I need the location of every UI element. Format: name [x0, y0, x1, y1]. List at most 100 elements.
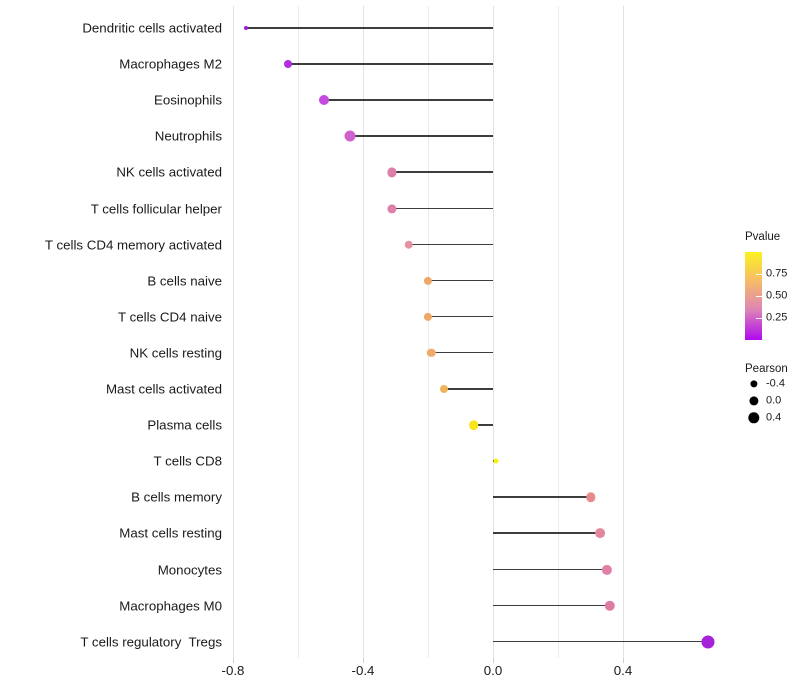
data-point[interactable] — [423, 276, 433, 285]
lollipop-row — [233, 49, 725, 79]
gridline — [558, 6, 559, 658]
x-axis-tick-label: -0.8 — [221, 663, 245, 678]
lollipop-row — [233, 302, 725, 332]
size-legend-entry: -0.4 — [745, 375, 800, 392]
x-axis-tick-label: -0.4 — [351, 663, 375, 678]
y-axis-tick-label: Plasma cells — [147, 417, 222, 433]
y-axis-tick-label: Mast cells resting — [119, 525, 222, 541]
y-axis-tick-label: NK cells activated — [116, 164, 222, 180]
stem-line — [288, 63, 494, 65]
pearson-legend-title: Pearson — [745, 362, 788, 375]
lollipop-row — [233, 85, 725, 115]
data-point[interactable] — [701, 635, 714, 649]
stem-line — [493, 532, 601, 534]
y-axis-tick-label: Dendritic cells activated — [82, 20, 222, 36]
size-legend-label: -0.4 — [766, 377, 785, 389]
pearson-size-legend: Pearson -0.4 0.0 0.4 — [745, 362, 800, 427]
gridline — [493, 6, 494, 658]
legend-area: Pvalue 0.75 0.50 0.25 Pearson -0.4 0.0 0.4 — [745, 231, 800, 427]
x-axis-tick-label: 0.4 — [613, 663, 633, 678]
size-legend-dot — [748, 411, 760, 424]
size-legend-entry: 0.0 — [745, 392, 800, 409]
lollipop-row — [233, 157, 725, 187]
gridline — [428, 6, 429, 658]
data-point[interactable] — [319, 95, 329, 106]
data-point[interactable] — [423, 312, 433, 321]
pvalue-colorbar: 0.75 0.50 0.25 — [745, 251, 787, 340]
plot-panel — [233, 6, 725, 658]
x-axis-tick-mark — [493, 658, 494, 663]
colorbar-tick-label: 0.50 — [766, 289, 788, 301]
data-point[interactable] — [284, 60, 293, 69]
data-point[interactable] — [387, 203, 397, 214]
y-axis-tick-label: Monocytes — [157, 561, 222, 577]
data-point[interactable] — [493, 458, 499, 464]
data-point[interactable] — [595, 528, 606, 539]
x-axis: -0.8 -0.4 0.0 0.4 — [222, 658, 725, 688]
data-point[interactable] — [440, 385, 449, 393]
size-legend-dot — [750, 379, 758, 388]
data-point[interactable] — [344, 130, 356, 142]
pvalue-legend-title: Pvalue — [745, 231, 781, 243]
data-point[interactable] — [244, 26, 248, 30]
gridline — [363, 6, 364, 658]
y-axis-tick-label: T cells CD4 naive — [118, 309, 222, 325]
stem-line — [428, 279, 493, 282]
y-axis-tick-label: Neutrophils — [154, 128, 222, 144]
y-axis-tick-label: T cells follicular helper — [90, 200, 222, 216]
size-legend-label: 0.4 — [766, 411, 782, 423]
x-axis-tick-mark — [233, 658, 234, 663]
colorbar-tick-label: 0.25 — [766, 311, 788, 323]
y-axis-tick-label: NK cells resting — [129, 345, 222, 361]
lollipop-row — [233, 230, 725, 260]
stem-line — [444, 388, 494, 390]
lollipop-row — [233, 121, 725, 151]
y-axis-tick-label: T cells CD8 — [153, 453, 222, 469]
size-legend-entry: 0.4 — [745, 409, 800, 426]
gridline — [233, 6, 234, 658]
y-axis-tick-label: B cells memory — [131, 489, 222, 505]
lollipop-row — [233, 446, 725, 476]
y-axis-tick-label: T cells CD4 memory activated — [44, 236, 222, 252]
y-axis-tick-label: Macrophages M0 — [119, 597, 222, 613]
data-point[interactable] — [427, 348, 436, 358]
stem-line — [493, 640, 708, 643]
lollipop-row — [233, 555, 725, 585]
lollipop-row — [233, 194, 725, 224]
lollipop-row — [233, 338, 725, 368]
data-point[interactable] — [468, 420, 479, 430]
lollipop-row — [233, 410, 725, 440]
stem-line — [392, 207, 494, 210]
stem-line — [493, 568, 607, 571]
colorbar-tick-mark — [756, 273, 762, 275]
data-point[interactable] — [601, 564, 612, 575]
stem-line — [431, 351, 494, 354]
data-point[interactable] — [585, 492, 596, 502]
x-axis-tick-mark — [363, 658, 364, 663]
y-axis-tick-label: Mast cells activated — [105, 381, 222, 397]
stem-line — [350, 135, 493, 137]
gridline — [623, 6, 624, 658]
data-point[interactable] — [387, 167, 397, 177]
x-axis-tick-mark — [623, 658, 624, 663]
lollipop-row — [233, 591, 725, 621]
stem-line — [428, 315, 493, 318]
data-point[interactable] — [604, 600, 616, 611]
data-point[interactable] — [404, 240, 413, 249]
stem-line — [324, 99, 493, 101]
y-axis-tick-label: Macrophages M2 — [119, 56, 222, 72]
gridline — [298, 6, 299, 658]
y-axis: Dendritic cells activated Macrophages M2 E… — [0, 0, 222, 700]
stem-line — [493, 496, 591, 498]
y-axis-tick-label: T cells regulatory Tregs — [80, 634, 222, 650]
stem-line — [246, 27, 493, 29]
x-axis-tick-label: 0.0 — [483, 663, 503, 678]
colorbar-tick-mark — [756, 317, 762, 319]
stem-line — [392, 171, 494, 173]
stem-line — [473, 424, 493, 426]
y-axis-tick-label: Eosinophils — [153, 92, 222, 108]
lollipop-row — [233, 266, 725, 296]
lollipop-row — [233, 627, 725, 657]
colorbar-tick-mark — [756, 295, 762, 297]
